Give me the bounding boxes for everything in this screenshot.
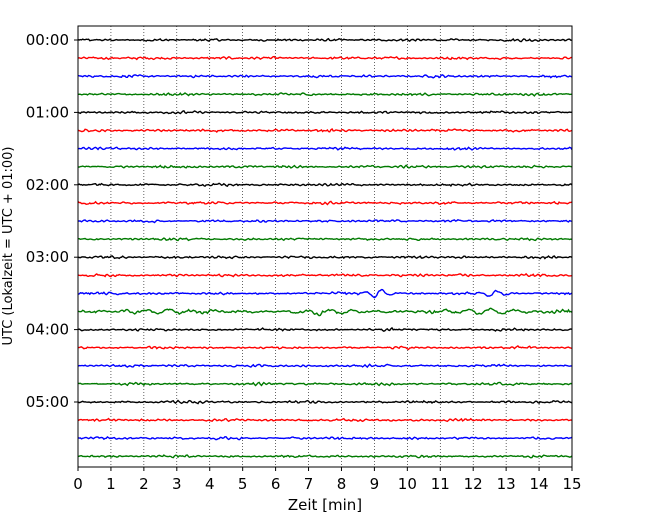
x-tick-label: 6	[271, 475, 281, 493]
x-axis-label: Zeit [min]	[288, 496, 362, 514]
x-tick-label: 14	[530, 475, 549, 493]
seismogram-trace	[77, 219, 573, 224]
seismogram-trace	[77, 255, 573, 260]
seismogram-trace	[77, 381, 573, 387]
seismogram-trace	[77, 74, 573, 79]
x-axis: 0 1 2 3 4 5 6 7 8 9 10 11 12 13 14 15	[73, 467, 582, 493]
x-tick-label: 10	[398, 475, 417, 493]
seismogram-trace	[77, 128, 573, 133]
y-tick-label: 02:00	[26, 176, 69, 194]
trace-group	[77, 37, 573, 459]
x-tick-label: 5	[238, 475, 248, 493]
x-tick-label: 2	[139, 475, 149, 493]
plot-frame	[77, 25, 573, 468]
seismogram-trace	[77, 399, 573, 405]
x-tick-label: 9	[370, 475, 380, 493]
y-tick-label: 01:00	[26, 103, 69, 121]
seismogram-trace	[77, 288, 573, 299]
y-axis-label: UTC (Lokalzeit = UTC + 01:00)	[1, 147, 16, 346]
y-tick-label: 00:00	[26, 31, 69, 49]
x-tick-label: 11	[431, 475, 450, 493]
seismogram-trace	[77, 326, 573, 332]
y-tick-label: 04:00	[26, 321, 69, 339]
seismogram-trace	[77, 164, 573, 169]
y-axis: 00:00 01:00 02:00 03:00 04:00 05:00	[26, 31, 78, 411]
x-tick-label: 0	[73, 475, 83, 493]
y-tick-label: 05:00	[26, 393, 69, 411]
x-tick-label: 12	[464, 475, 483, 493]
seismogram-trace	[77, 146, 573, 151]
x-tick-label: 4	[205, 475, 215, 493]
seismogram-trace	[77, 109, 573, 115]
seismogram-trace	[77, 182, 573, 188]
seismogram-trace	[77, 417, 573, 423]
seismogram-trace	[77, 454, 573, 459]
seismogram-trace	[77, 92, 573, 97]
seismogram-trace	[77, 435, 573, 441]
seismogram-trace	[77, 200, 573, 206]
x-tick-label: 3	[172, 475, 182, 493]
seismogram-trace	[78, 237, 573, 242]
x-tick-label: 8	[337, 475, 347, 493]
x-tick-label: 1	[106, 475, 116, 493]
seismogram-trace	[77, 363, 572, 369]
x-tick-label: 13	[497, 475, 516, 493]
y-tick-label: 03:00	[26, 248, 69, 266]
grid-lines	[110, 26, 540, 467]
seismogram-trace	[77, 344, 573, 351]
seismogram-trace	[77, 272, 573, 278]
x-tick-label: 7	[304, 475, 314, 493]
seismogram-trace	[77, 37, 572, 43]
seismogram-trace	[77, 55, 573, 61]
x-tick-label: 15	[562, 475, 581, 493]
seismogram-trace	[77, 307, 573, 317]
